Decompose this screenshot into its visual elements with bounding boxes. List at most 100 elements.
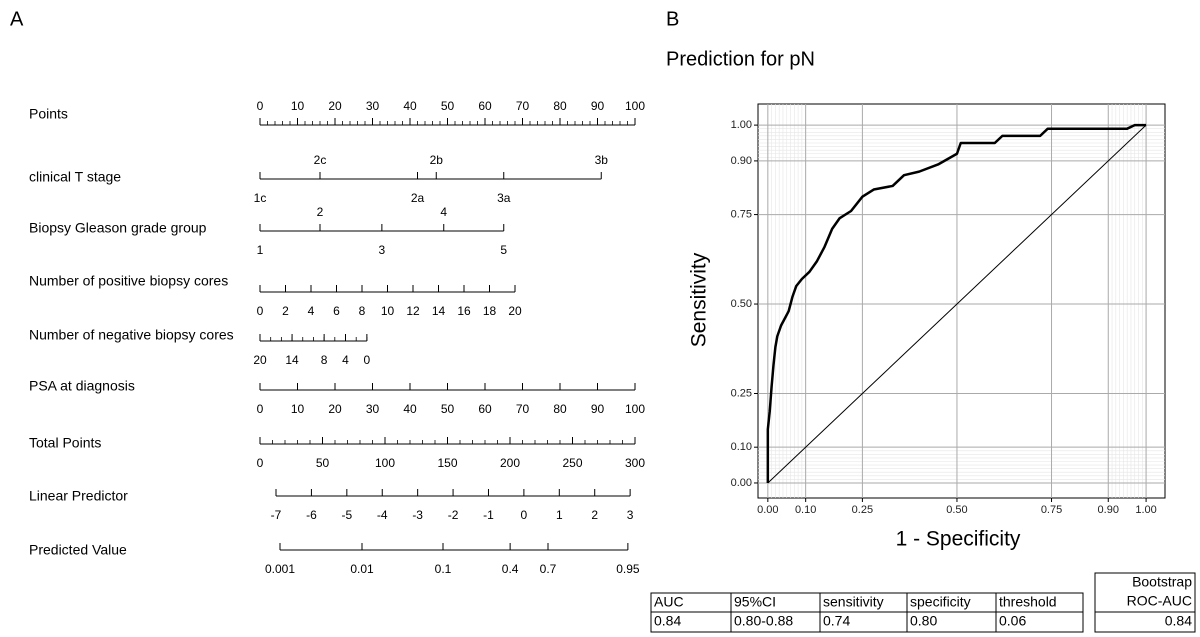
tick-label: 70 <box>516 402 530 416</box>
row-label: Number of positive biopsy cores <box>29 273 228 289</box>
tick-label: 6 <box>333 304 340 318</box>
y-axis-label: Sensitivity <box>688 252 711 347</box>
tick-label: 4 <box>440 205 447 219</box>
plot-area <box>758 104 1165 498</box>
table-cell: 0.84 <box>654 613 681 629</box>
tick-label: -5 <box>341 508 352 522</box>
table-header: specificity <box>910 594 971 610</box>
tick-label: 0 <box>257 402 264 416</box>
tick-label: 70 <box>516 99 530 113</box>
tick-label: 60 <box>478 402 492 416</box>
tick-label: 2c <box>314 153 327 167</box>
y-tick-label: 0.00 <box>731 477 752 489</box>
tick-label: 80 <box>553 99 567 113</box>
tick-label: 150 <box>437 456 457 470</box>
tick-label: 50 <box>441 402 455 416</box>
y-tick-label: 0.25 <box>731 387 752 399</box>
y-tick-label: 0.50 <box>731 298 752 310</box>
table-header: sensitivity <box>823 594 884 610</box>
table-header: ROC-AUC <box>1127 593 1192 609</box>
tick-label: 14 <box>285 353 299 367</box>
tick-label: 30 <box>366 402 380 416</box>
tick-label: 3b <box>595 153 609 167</box>
tick-label: -6 <box>306 508 317 522</box>
table-cell: 0.06 <box>999 613 1026 629</box>
tick-label: -4 <box>377 508 388 522</box>
tick-label: 8 <box>359 304 366 318</box>
table-cell: 0.80 <box>910 613 937 629</box>
tick-label: 4 <box>308 304 315 318</box>
tick-label: 30 <box>366 99 380 113</box>
tick-label: 12 <box>406 304 420 318</box>
tick-label: 10 <box>291 99 305 113</box>
tick-label: 80 <box>553 402 567 416</box>
chart-title: Prediction for pN <box>666 48 815 70</box>
tick-label: 40 <box>403 402 417 416</box>
x-tick-label: 0.00 <box>757 504 778 516</box>
tick-label: 300 <box>625 456 645 470</box>
panel-label: A <box>10 8 24 30</box>
table-header: AUC <box>654 594 684 610</box>
tick-label: 2 <box>282 304 289 318</box>
y-tick-label: 0.90 <box>731 155 752 167</box>
tick-label: -1 <box>483 508 494 522</box>
x-axis-label: 1 - Specificity <box>896 528 1021 551</box>
tick-label: 250 <box>562 456 582 470</box>
tick-label: 2a <box>411 191 425 205</box>
row-label: Points <box>29 106 68 122</box>
tick-label: 20 <box>328 402 342 416</box>
tick-label: 100 <box>625 402 645 416</box>
tick-label: 8 <box>321 353 328 367</box>
tick-label: 100 <box>625 99 645 113</box>
tick-label: 0.4 <box>502 562 519 576</box>
tick-label: 100 <box>375 456 395 470</box>
table-header: 95%CI <box>734 594 776 610</box>
x-tick-label: 0.10 <box>795 504 816 516</box>
row-label: Total Points <box>29 435 101 451</box>
tick-label: 40 <box>403 99 417 113</box>
x-tick-label: 0.50 <box>946 504 967 516</box>
row-label: Predicted Value <box>29 542 127 558</box>
tick-label: 18 <box>483 304 497 318</box>
roc-curve <box>766 123 1147 483</box>
row-label: Number of negative biopsy cores <box>29 327 234 343</box>
table-cell: 0.84 <box>1165 613 1192 629</box>
row-label: clinical T stage <box>29 169 121 185</box>
tick-label: 50 <box>316 456 330 470</box>
x-tick-label: 0.75 <box>1041 504 1062 516</box>
tick-label: 3 <box>627 508 634 522</box>
tick-label: 20 <box>328 99 342 113</box>
x-tick-label: 1.00 <box>1135 504 1156 516</box>
tick-label: -3 <box>412 508 423 522</box>
tick-label: 10 <box>381 304 395 318</box>
tick-label: 2 <box>591 508 598 522</box>
y-tick-label: 1.00 <box>731 119 752 131</box>
tick-label: 1c <box>254 191 267 205</box>
tick-label: 0 <box>257 99 264 113</box>
tick-label: 0 <box>257 304 264 318</box>
tick-label: 5 <box>500 243 507 257</box>
tick-label: 200 <box>500 456 520 470</box>
tick-label: 3 <box>379 243 386 257</box>
tick-label: 1 <box>257 243 264 257</box>
tick-label: 0.01 <box>350 562 374 576</box>
table-cell: 0.74 <box>823 613 850 629</box>
tick-label: 0.7 <box>540 562 557 576</box>
tick-label: 0.001 <box>265 562 295 576</box>
tick-label: 16 <box>457 304 471 318</box>
tick-label: 20 <box>508 304 522 318</box>
panel-label: B <box>666 8 679 30</box>
tick-label: 0.95 <box>616 562 640 576</box>
row-label: PSA at diagnosis <box>29 378 135 394</box>
tick-label: 0 <box>521 508 528 522</box>
tick-label: 0.1 <box>435 562 452 576</box>
tick-label: 10 <box>291 402 305 416</box>
tick-label: -2 <box>448 508 459 522</box>
tick-label: 90 <box>591 402 605 416</box>
table-cell: 0.80-0.88 <box>734 613 793 629</box>
tick-label: 14 <box>432 304 446 318</box>
tick-label: 50 <box>441 99 455 113</box>
row-label: Linear Predictor <box>29 488 128 504</box>
x-tick-label: 0.25 <box>852 504 873 516</box>
